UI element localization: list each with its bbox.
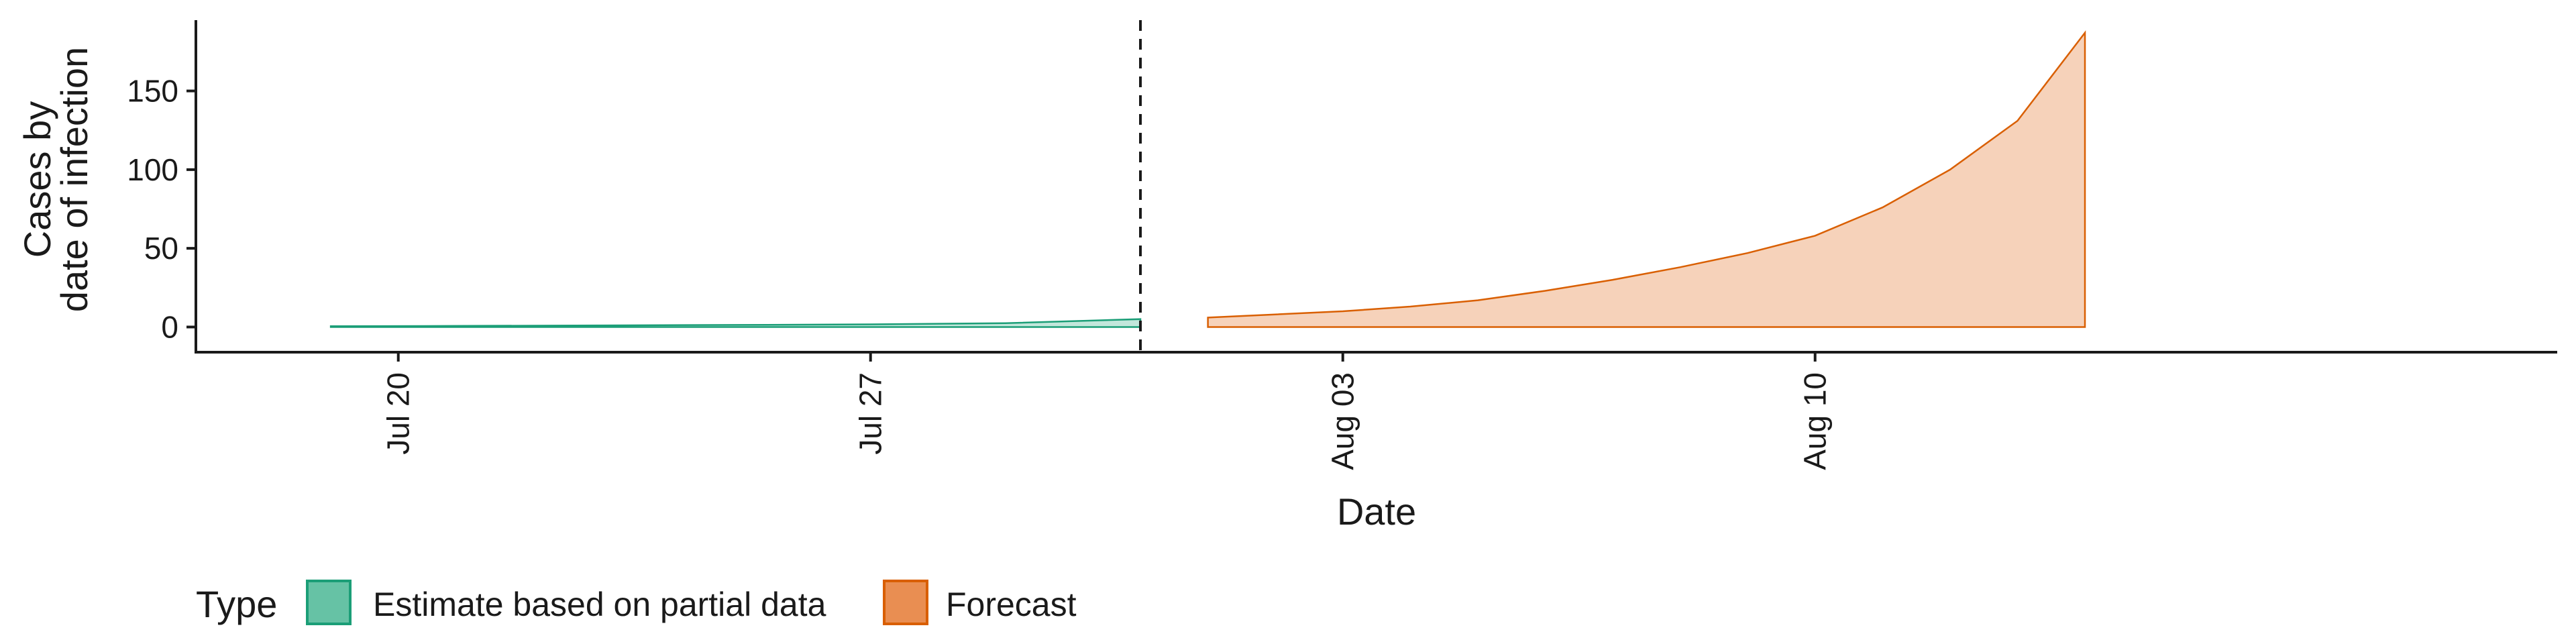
legend-key-forecast	[883, 580, 928, 625]
axes	[195, 20, 2557, 354]
x-tick-label-1: Jul 27	[853, 372, 888, 455]
area-series-0	[329, 318, 1142, 328]
x-ticks: Jul 20 Jul 27 Aug 03 Aug 10	[381, 352, 1833, 470]
y-tick-label-3: 150	[127, 74, 178, 109]
legend-key-estimate	[306, 580, 352, 625]
y-tick-label-0: 0	[161, 309, 178, 344]
x-tick-label-3: Aug 10	[1798, 372, 1833, 470]
y-tick-label-2: 100	[127, 152, 178, 187]
x-axis-title: Date	[1337, 490, 1416, 533]
legend: Type Estimate based on partial data Fore…	[196, 580, 1077, 625]
plot-areas	[329, 30, 2086, 328]
x-tick-label-2: Aug 03	[1326, 372, 1360, 470]
y-axis-title-line-2: date of infection	[53, 47, 95, 312]
y-axis-title: Cases by date of infection	[16, 47, 95, 312]
y-axis-title-line-1: Cases by	[16, 101, 58, 258]
legend-label-estimate: Estimate based on partial data	[373, 586, 826, 623]
legend-label-forecast: Forecast	[946, 586, 1077, 623]
x-tick-label-0: Jul 20	[381, 372, 416, 455]
legend-title: Type	[196, 583, 277, 625]
area-series-1	[1207, 30, 2086, 328]
y-tick-label-1: 50	[144, 231, 178, 266]
y-ticks: 0 50 100 150	[127, 74, 196, 344]
